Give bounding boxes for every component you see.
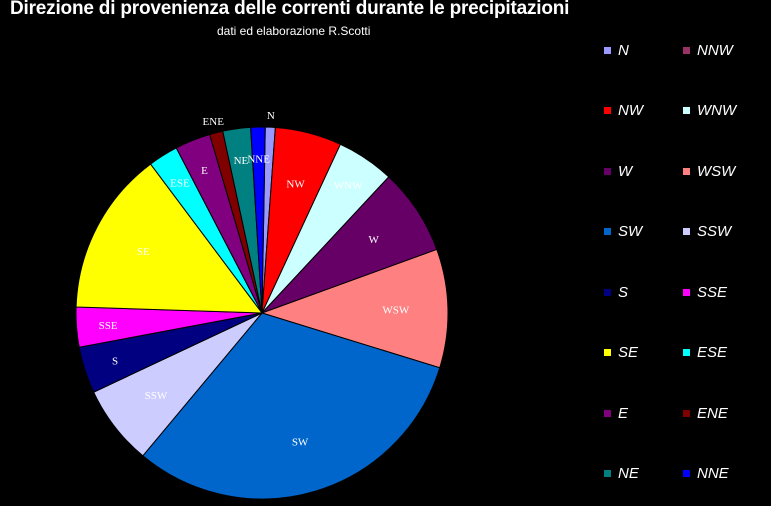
slice-label-ese: ESE [170, 177, 190, 189]
legend-label: E [618, 404, 629, 422]
legend-label: SSW [697, 223, 732, 240]
legend-item-s: S [604, 282, 628, 302]
legend-item-ssw: SSW [683, 222, 731, 242]
legend-item-ese: ESE [683, 343, 727, 363]
chart-title: Direzione di provenienza delle correnti … [10, 0, 570, 19]
slice-label-nne: NNE [247, 154, 270, 166]
legend-item-w: W [604, 161, 632, 181]
legend-swatch [604, 228, 611, 235]
legend-swatch [683, 470, 690, 477]
slice-label-nw: NW [286, 178, 305, 190]
slice-label-s: S [112, 355, 118, 367]
pie-slice-wsw [260, 248, 449, 369]
legend-swatch [683, 228, 690, 235]
legend-item-nnw: NNW [683, 40, 733, 60]
legend-swatch [604, 167, 611, 175]
slice-label-ene: ENE [203, 116, 225, 128]
legend-label: NE [618, 465, 639, 482]
legend-label: NNW [697, 41, 733, 59]
legend-swatch [683, 288, 690, 296]
legend-label: NNE [697, 465, 729, 482]
slice-label-wnw: WNW [334, 180, 363, 192]
legend-label: WSW [697, 162, 736, 180]
legend-swatch [604, 46, 611, 54]
legend-label: SSE [697, 283, 728, 301]
slice-label-ssw: SSW [145, 390, 168, 402]
pie-slices [75, 126, 449, 500]
legend-swatch [604, 107, 611, 114]
legend-swatch [604, 470, 611, 477]
legend-label: N [618, 41, 629, 59]
legend-label: W [618, 162, 633, 180]
legend-label: ESE [697, 344, 728, 361]
legend-item-ene: ENE [683, 403, 728, 423]
legend-swatch [604, 409, 611, 417]
slice-label-sw: SW [292, 436, 309, 448]
legend-item-ne: NE [604, 464, 639, 484]
legend-label: WNW [697, 102, 737, 119]
slice-label-w: W [368, 234, 379, 246]
legend-item-n: N [604, 40, 629, 60]
legend-item-wnw: WNW [683, 101, 736, 121]
legend-label: SW [618, 223, 643, 240]
legend-swatch [604, 288, 611, 296]
legend-swatch [683, 167, 690, 175]
legend-item-e: E [604, 403, 628, 423]
pie-slice-sw [142, 312, 441, 500]
slice-label-sse: SSE [99, 320, 118, 332]
legend-item-sw: SW [604, 222, 642, 242]
legend-label: ENE [697, 404, 728, 422]
legend-label: S [618, 283, 629, 301]
slice-label-wsw: WSW [382, 305, 410, 317]
legend-label: NW [618, 102, 643, 119]
pie-chart: N NW WNW W WSW SW SSW S SSE SE ESE E ENE NE NNE [75, 110, 449, 500]
pie-slice-se [75, 163, 264, 314]
legend-label: SE [618, 344, 639, 361]
legend-swatch [604, 349, 611, 356]
legend-swatch [683, 349, 690, 356]
slice-label-e: E [201, 165, 208, 177]
legend-item-sse: SSE [683, 282, 727, 302]
legend-item-nw: NW [604, 101, 643, 121]
legend: N NNW NW WNW W WSW SW SSW S SSE SE ESE E ENE NE NNE [600, 40, 770, 500]
legend-item-wsw: WSW [683, 161, 735, 181]
legend-swatch [683, 46, 690, 54]
pie-labels: N NW WNW W WSW SW SSW S SSE SE ESE E ENE NE NNE [99, 110, 410, 448]
legend-swatch [683, 409, 690, 417]
legend-item-nne: NNE [683, 464, 729, 484]
slice-label-ne: NE [234, 155, 249, 167]
pie-slice-nne [250, 126, 266, 314]
slice-label-se: SE [137, 246, 150, 258]
legend-swatch [683, 107, 690, 114]
slice-label-n: N [267, 110, 275, 122]
legend-item-se: SE [604, 343, 638, 363]
chart-subtitle: dati ed elaborazione R.Scotti [217, 24, 371, 38]
